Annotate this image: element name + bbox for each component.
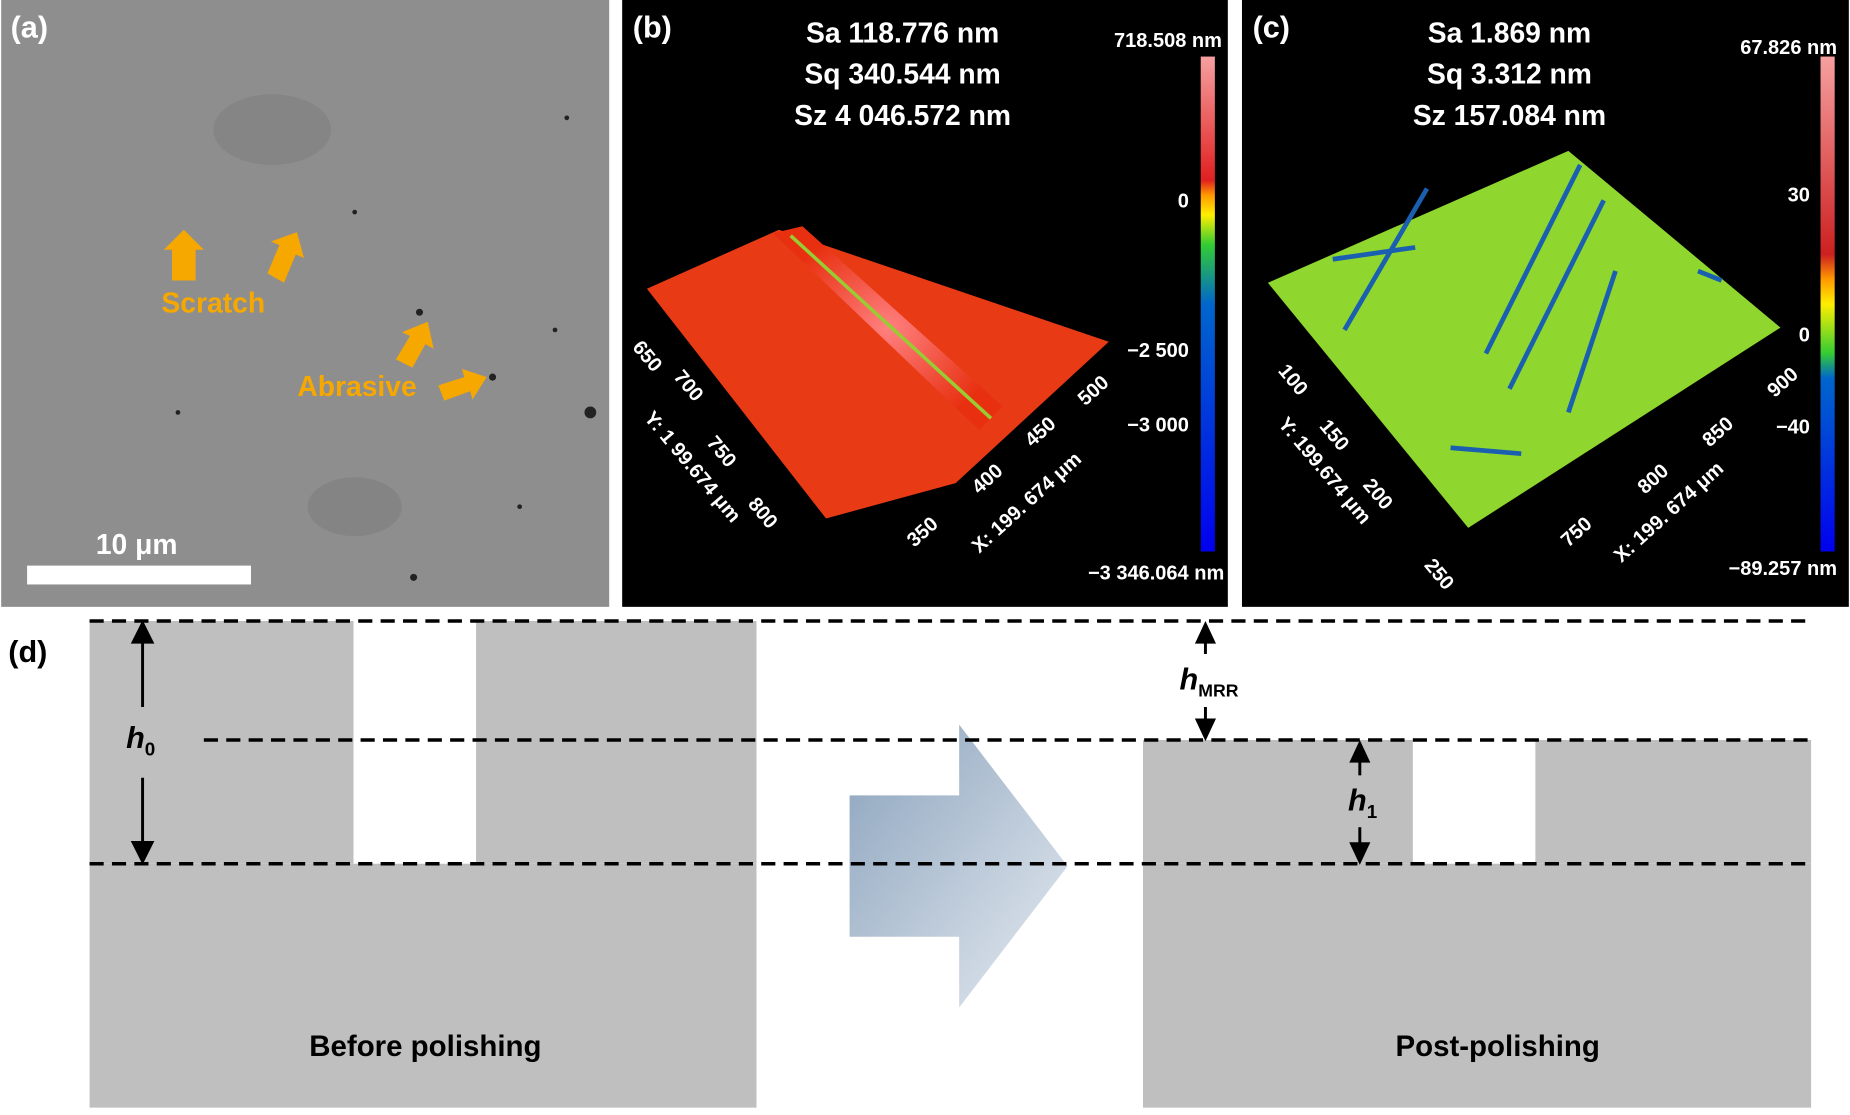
colorbar-label: 67.826 nm [1740,37,1837,59]
before-label: Before polishing [309,1030,541,1063]
colorbar-label: −2 500 [1127,340,1189,362]
colorbar-label: −3 000 [1127,414,1189,436]
ridge-line [789,234,993,420]
scratches [1332,163,1723,457]
colorbar-label: −40 [1776,417,1810,439]
reference-lines [89,619,1812,866]
stat: Sz 157.084 nm [1413,99,1606,131]
abrasive-label: Abrasive [297,370,416,402]
h0-label: h0 [126,721,155,759]
stat: Sa 118.776 nm [806,16,999,48]
panel-a: (a) Scratch Abrasive 10 μm [1,0,610,607]
panel-d: (d) h0 hMRR h1 Before polishing Post-pol… [8,619,1812,1108]
colorbar [1200,56,1215,552]
colorbar [1820,56,1835,552]
h-symbol: h [126,721,145,755]
colorbar-label: −3 346.064 nm [1088,563,1224,585]
h1-label: h1 [1348,784,1377,822]
panel-label: (c) [1253,11,1290,45]
scale-label: 10 μm [96,528,178,560]
colorbar-label: 0 [1178,190,1189,212]
process-arrow [849,724,1068,1008]
particles [175,115,597,581]
colorbar-label: −89.257 nm [1729,558,1838,580]
stat: Sz 4 046.572 nm [794,99,1011,131]
panel-label: (b) [633,11,672,45]
hmrr-label: hMRR [1180,662,1239,700]
stat: Sa 1.869 nm [1428,16,1591,48]
h-subscript: MRR [1198,680,1238,700]
substrates [89,620,1812,1108]
after-label: Post-polishing [1395,1030,1599,1063]
arrows [163,229,487,401]
colorbar-label: 718.508 nm [1114,30,1222,52]
h-subscript: 0 [145,738,155,759]
colorbar-label: 30 [1788,184,1810,206]
colorbar-label: 0 [1799,325,1810,347]
h-symbol: h [1180,662,1199,696]
dimension-arrows [130,620,1371,865]
texture [307,477,402,537]
ridge [772,226,1003,431]
scratch-label: Scratch [161,286,265,318]
h-subscript: 1 [1367,801,1377,822]
panel-b: Sa 118.776 nm Sq 340.544 nm Sz 4 046.572… [622,0,1228,607]
panel-label: (a) [11,11,48,45]
stat: Sq 3.312 nm [1427,58,1592,90]
stat: Sq 340.544 nm [804,58,1000,90]
panel-c: Sa 1.869 nm Sq 3.312 nm Sz 157.084 nm (c… [1241,0,1849,607]
scale-bar [27,565,251,585]
sem-image [1,0,610,607]
texture [213,94,332,165]
panel-label: (d) [8,635,47,669]
h-symbol: h [1348,784,1367,818]
surface [646,229,1109,519]
